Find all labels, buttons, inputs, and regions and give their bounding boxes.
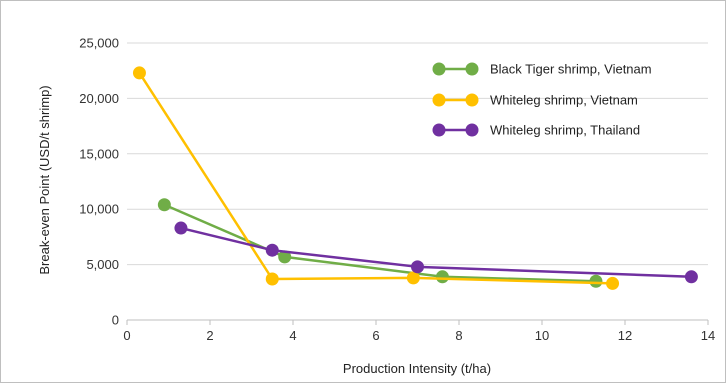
x-axis-title: Production Intensity (t/ha) — [343, 361, 491, 376]
legend-item: Whiteleg shrimp, Vietnam — [432, 93, 638, 108]
legend-marker — [432, 62, 446, 76]
data-point — [589, 274, 603, 288]
series-group — [132, 66, 698, 290]
gridlines — [127, 42, 708, 266]
x-tick-label: 12 — [618, 328, 632, 343]
data-point — [157, 198, 171, 212]
data-point — [265, 243, 279, 257]
legend-marker — [465, 62, 479, 76]
x-tick-label: 14 — [701, 328, 715, 343]
data-point — [684, 270, 698, 284]
y-tick-label: 0 — [112, 313, 119, 328]
legend-marker — [432, 123, 446, 137]
legend-marker — [465, 123, 479, 137]
legend-item: Black Tiger shrimp, Vietnam — [432, 62, 652, 77]
x-tick-labels: 0 2 4 6 8 10 12 14 — [123, 320, 715, 343]
data-point — [606, 276, 620, 290]
y-tick-label: 5,000 — [86, 257, 119, 272]
x-tick-label: 8 — [455, 328, 462, 343]
x-tick-label: 4 — [289, 328, 296, 343]
x-tick-label: 0 — [123, 328, 130, 343]
y-tick-label: 10,000 — [79, 202, 119, 217]
data-point — [132, 66, 146, 80]
data-point — [174, 221, 188, 235]
legend-marker — [432, 93, 446, 107]
legend-label: Black Tiger shrimp, Vietnam — [490, 62, 652, 77]
series-1 — [157, 198, 603, 288]
y-axis-title: Break-even Point (USD/t shrimp) — [37, 85, 52, 274]
y-tick-label: 15,000 — [79, 146, 119, 161]
legend-label: Whiteleg shrimp, Thailand — [490, 123, 640, 138]
data-point — [406, 271, 420, 285]
y-tick-label: 20,000 — [79, 91, 119, 106]
y-tick-label: 25,000 — [79, 36, 119, 51]
legend: Black Tiger shrimp, Vietnam Whiteleg shri… — [432, 62, 652, 138]
data-point — [411, 260, 424, 274]
x-tick-label: 2 — [206, 328, 213, 343]
data-point — [278, 250, 292, 264]
series-2 — [132, 66, 620, 290]
series-line — [138, 72, 613, 285]
y-tick-labels: 0 5,000 10,000 15,000 20,000 25,000 — [79, 36, 119, 328]
series-line — [180, 226, 692, 279]
legend-label: Whiteleg shrimp, Vietnam — [490, 93, 638, 108]
x-tick-label: 6 — [372, 328, 379, 343]
data-point — [435, 270, 449, 284]
series-3 — [174, 221, 698, 284]
series-line — [163, 203, 596, 283]
x-tick-label: 10 — [535, 328, 549, 343]
legend-marker — [465, 93, 479, 107]
data-point — [265, 272, 279, 286]
legend-item: Whiteleg shrimp, Thailand — [432, 123, 640, 138]
